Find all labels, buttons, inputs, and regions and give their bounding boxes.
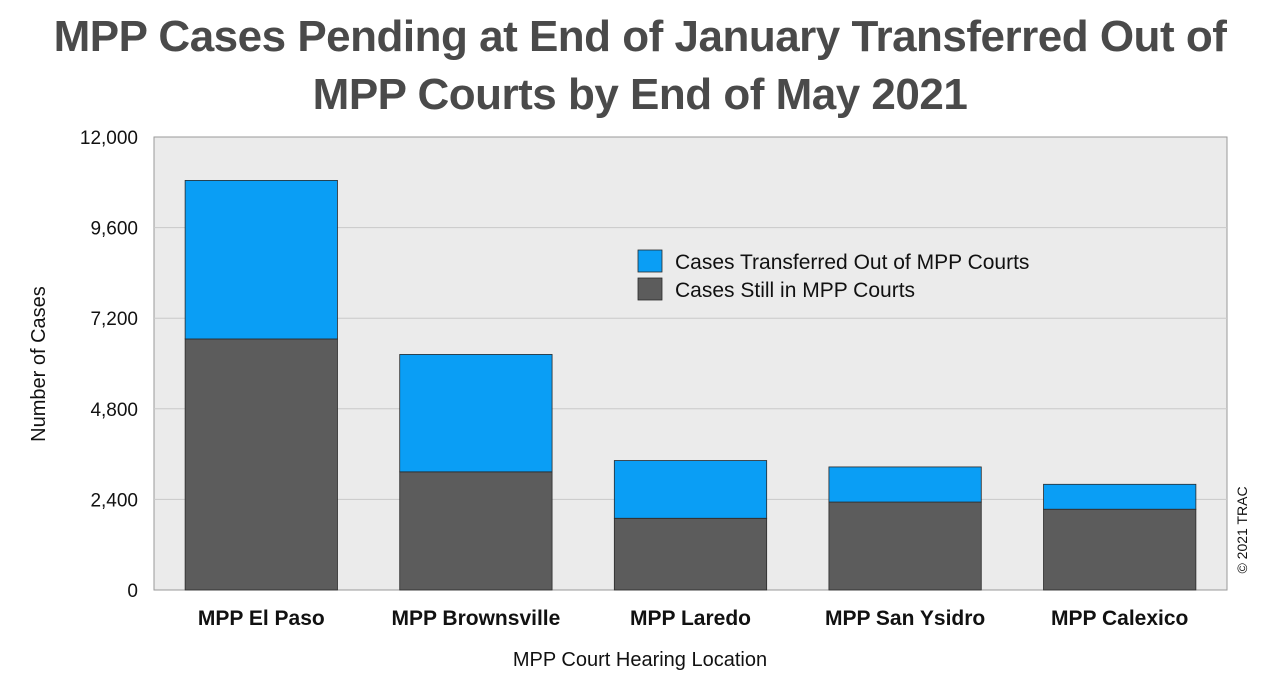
x-axis-labels: MPP El Paso MPP Brownsville MPP Laredo MPP …	[198, 607, 1188, 630]
legend: Cases Transferred Out of MPP Courts Cases…	[637, 249, 1029, 302]
x-tick-label: MPP San Ysidro	[825, 607, 985, 630]
y-axis-title: Number of Cases	[28, 286, 50, 442]
bar-segment-still-in-mpp	[613, 517, 768, 591]
chart-title-line-1: MPP Cases Pending at End of January Tran…	[53, 12, 1227, 61]
x-tick-label: MPP Laredo	[630, 607, 751, 630]
bar-segment-still-in-mpp	[399, 471, 553, 591]
y-tick-label: 7,200	[90, 309, 138, 330]
y-tick-label: 2,400	[90, 490, 138, 511]
bar-segment-transferred-out	[1043, 483, 1197, 510]
chart-title-line-2: MPP Courts by End of May 2021	[312, 70, 968, 119]
x-tick-label: MPP El Paso	[198, 607, 325, 630]
bar-segment-transferred-out	[613, 460, 768, 519]
legend-label: Cases Transferred Out of MPP Courts	[675, 251, 1029, 274]
legend-label: Cases Still in MPP Courts	[675, 279, 915, 302]
y-tick-label: 0	[127, 581, 138, 602]
x-axis-title: MPP Court Hearing Location	[513, 649, 767, 671]
y-tick-label: 12,000	[80, 128, 138, 149]
bar-segment-still-in-mpp	[1043, 508, 1197, 591]
legend-swatch	[637, 249, 663, 273]
copyright-credit: © 2021 TRAC	[1234, 486, 1250, 573]
y-axis-ticks: 0 2,400 4,800 7,200 9,600 12,000	[80, 128, 138, 602]
bars	[184, 180, 1197, 591]
bar-segment-still-in-mpp	[184, 338, 338, 591]
x-tick-label: MPP Calexico	[1051, 607, 1188, 630]
bar-segment-transferred-out	[828, 466, 982, 503]
y-tick-label: 9,600	[90, 219, 138, 240]
bar-segment-transferred-out	[399, 354, 553, 473]
y-tick-label: 4,800	[90, 400, 138, 421]
bar-segment-still-in-mpp	[828, 501, 982, 591]
x-tick-label: MPP Brownsville	[391, 607, 560, 630]
legend-swatch	[637, 277, 663, 301]
bar-segment-transferred-out	[184, 180, 338, 340]
chart-title: MPP Cases Pending at End of January Tran…	[0, 8, 1280, 124]
